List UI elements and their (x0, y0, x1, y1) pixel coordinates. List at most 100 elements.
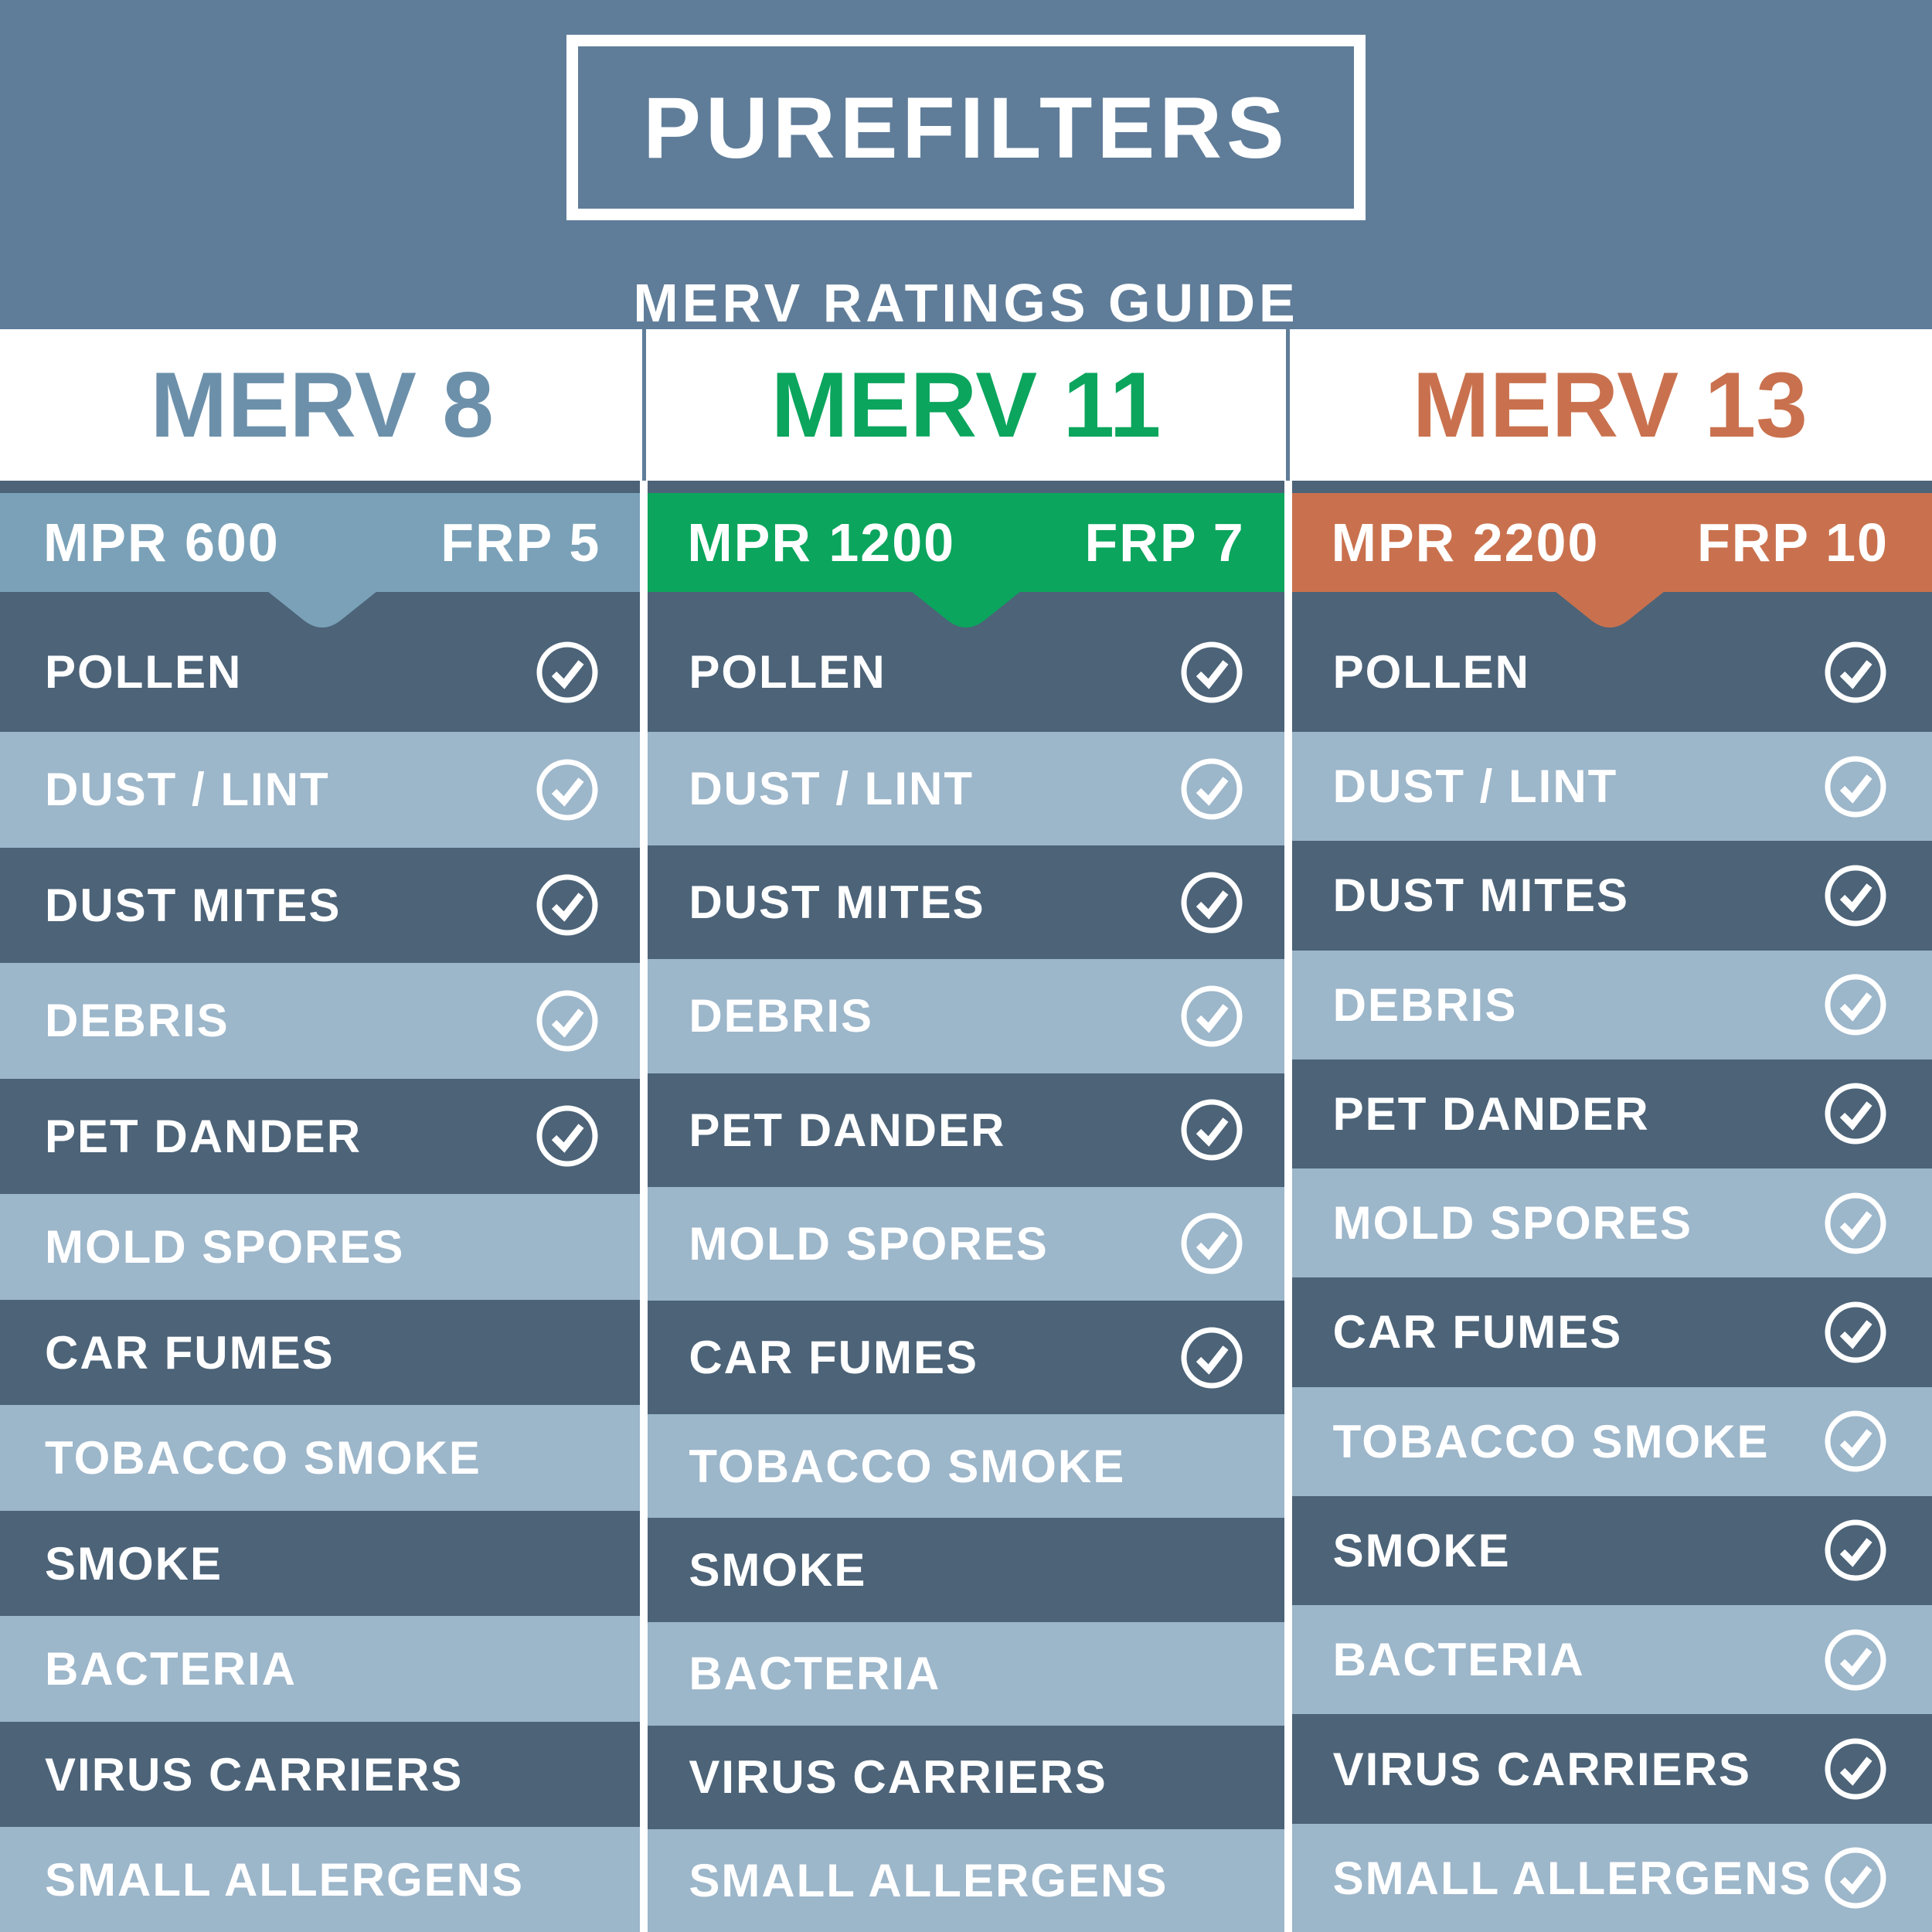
ratings-table: MERV 8 MPR 600 FRP 5 POLLEN DUST / LINT … (0, 329, 1932, 1932)
row-label: DUST / LINT (689, 763, 974, 815)
row-label: BACTERIA (1332, 1634, 1585, 1686)
row-label: SMOKE (45, 1537, 223, 1590)
contaminant-row: SMOKE (1287, 1495, 1932, 1606)
row-label: CAR FUMES (45, 1326, 335, 1379)
contaminant-row: TOBACCO SMOKE (1287, 1386, 1932, 1496)
contaminant-rows: POLLEN DUST / LINT DUST MITES DEBRIS PET… (1287, 592, 1932, 1932)
header-gap-strip (0, 481, 645, 493)
check-circle-icon (536, 874, 598, 936)
check-circle-icon (1825, 974, 1886, 1036)
check-circle-icon (536, 759, 598, 821)
contaminant-row: POLLEN (644, 592, 1288, 732)
row-label: DUST / LINT (45, 764, 330, 816)
contaminant-row: TOBACCO SMOKE (644, 1414, 1288, 1519)
row-label: DUST MITES (689, 876, 985, 929)
check-circle-icon (1181, 1327, 1243, 1389)
merv-header-cell: MERV 8 (0, 329, 645, 481)
column-merv-8: MERV 8 MPR 600 FRP 5 POLLEN DUST / LINT … (0, 329, 645, 1932)
contaminant-row: SMOKE (644, 1518, 1288, 1622)
check-circle-icon (1825, 1192, 1886, 1254)
row-label: BACTERIA (45, 1643, 297, 1696)
contaminant-row: MOLD SPORES (0, 1194, 645, 1300)
contaminant-row: CAR FUMES (0, 1299, 645, 1406)
row-label: SMALL ALLERGENS (689, 1855, 1168, 1907)
row-label: VIRUS CARRIERS (1332, 1743, 1752, 1795)
contaminant-row: VIRUS CARRIERS (0, 1721, 645, 1828)
row-label: VIRUS CARRIERS (45, 1748, 464, 1801)
contaminant-row: CAR FUMES (644, 1300, 1288, 1415)
row-label: DUST MITES (1332, 869, 1629, 922)
check-circle-icon (1181, 758, 1243, 820)
contaminant-row: DUST MITES (1287, 841, 1932, 951)
row-label: MOLD SPORES (45, 1220, 405, 1273)
header-gap-strip (644, 481, 1288, 493)
rating-band: MPR 1200 FRP 7 (644, 493, 1288, 628)
contaminant-row: SMALL ALLERGENS (644, 1828, 1288, 1932)
column-divider (640, 481, 648, 1932)
row-label: PET DANDER (1332, 1087, 1650, 1140)
band-notch (910, 591, 1021, 628)
band-notch (1555, 591, 1665, 628)
row-label: PET DANDER (689, 1104, 1006, 1156)
row-label: TOBACCO SMOKE (689, 1440, 1126, 1492)
contaminant-row: TOBACCO SMOKE (0, 1405, 645, 1511)
contaminant-rows: POLLEN DUST / LINT DUST MITES DEBRIS PET… (644, 592, 1288, 1932)
row-label: BACTERIA (689, 1648, 941, 1700)
contaminant-row: DUST / LINT (644, 732, 1288, 846)
page-subtitle: MERV RATINGS GUIDE (633, 273, 1299, 333)
check-circle-icon (1825, 641, 1886, 702)
check-circle-icon (1181, 1099, 1243, 1161)
merv-header-cell: MERV 11 (644, 329, 1288, 481)
band-notch (267, 591, 377, 628)
row-label: DUST MITES (45, 879, 342, 931)
row-label: TOBACCO SMOKE (45, 1432, 481, 1485)
brand-box: PUREFILTERS (566, 35, 1366, 220)
merv-title: MERV 11 (770, 353, 1162, 457)
contaminant-row: SMALL ALLERGENS (0, 1827, 645, 1932)
check-circle-icon (1825, 1410, 1886, 1472)
row-label: SMOKE (1332, 1524, 1511, 1577)
column-divider-header (1286, 329, 1291, 481)
check-circle-icon (1825, 1738, 1886, 1800)
contaminant-row: VIRUS CARRIERS (644, 1725, 1288, 1829)
check-circle-icon (1825, 1083, 1886, 1145)
contaminant-row: VIRUS CARRIERS (1287, 1714, 1932, 1824)
check-circle-icon (536, 641, 598, 702)
contaminant-row: BACTERIA (644, 1621, 1288, 1726)
column-divider-header (641, 329, 646, 481)
row-label: DUST / LINT (1332, 760, 1618, 813)
row-label: DEBRIS (1332, 978, 1518, 1031)
row-label: POLLEN (45, 646, 243, 698)
row-label: DEBRIS (45, 995, 230, 1047)
merv-header-cell: MERV 13 (1287, 329, 1932, 481)
row-label: POLLEN (689, 646, 886, 698)
header-gap-strip (1287, 481, 1932, 493)
contaminant-rows: POLLEN DUST / LINT DUST MITES DEBRIS PET… (0, 592, 645, 1932)
contaminant-row: DUST MITES (644, 845, 1288, 960)
row-label: CAR FUMES (1332, 1306, 1623, 1359)
row-label: DEBRIS (689, 990, 874, 1043)
row-label: POLLEN (1332, 646, 1530, 698)
frp-label: FRP 7 (1084, 512, 1245, 573)
row-label: CAR FUMES (689, 1332, 978, 1384)
contaminant-row: PET DANDER (644, 1073, 1288, 1187)
contaminant-row: DUST / LINT (0, 732, 645, 848)
column-divider (1284, 481, 1292, 1932)
contaminant-row: MOLD SPORES (644, 1186, 1288, 1301)
column-merv-11: MERV 11 MPR 1200 FRP 7 POLLEN DUST / LIN… (644, 329, 1288, 1932)
frp-label: FRP 10 (1696, 512, 1889, 573)
row-label: SMALL ALLERGENS (45, 1854, 525, 1906)
merv-title: MERV 13 (1412, 353, 1808, 457)
mpr-label: MPR 600 (43, 512, 280, 573)
contaminant-row: CAR FUMES (1287, 1277, 1932, 1387)
check-circle-icon (1181, 641, 1243, 702)
contaminant-row: DUST MITES (0, 847, 645, 964)
row-label: SMOKE (689, 1543, 867, 1596)
check-circle-icon (1825, 1629, 1886, 1691)
check-circle-icon (1181, 985, 1243, 1047)
row-label: SMALL ALLERGENS (1332, 1852, 1812, 1904)
contaminant-row: BACTERIA (1287, 1605, 1932, 1715)
row-label: MOLD SPORES (1332, 1197, 1693, 1250)
check-circle-icon (1181, 1213, 1243, 1274)
